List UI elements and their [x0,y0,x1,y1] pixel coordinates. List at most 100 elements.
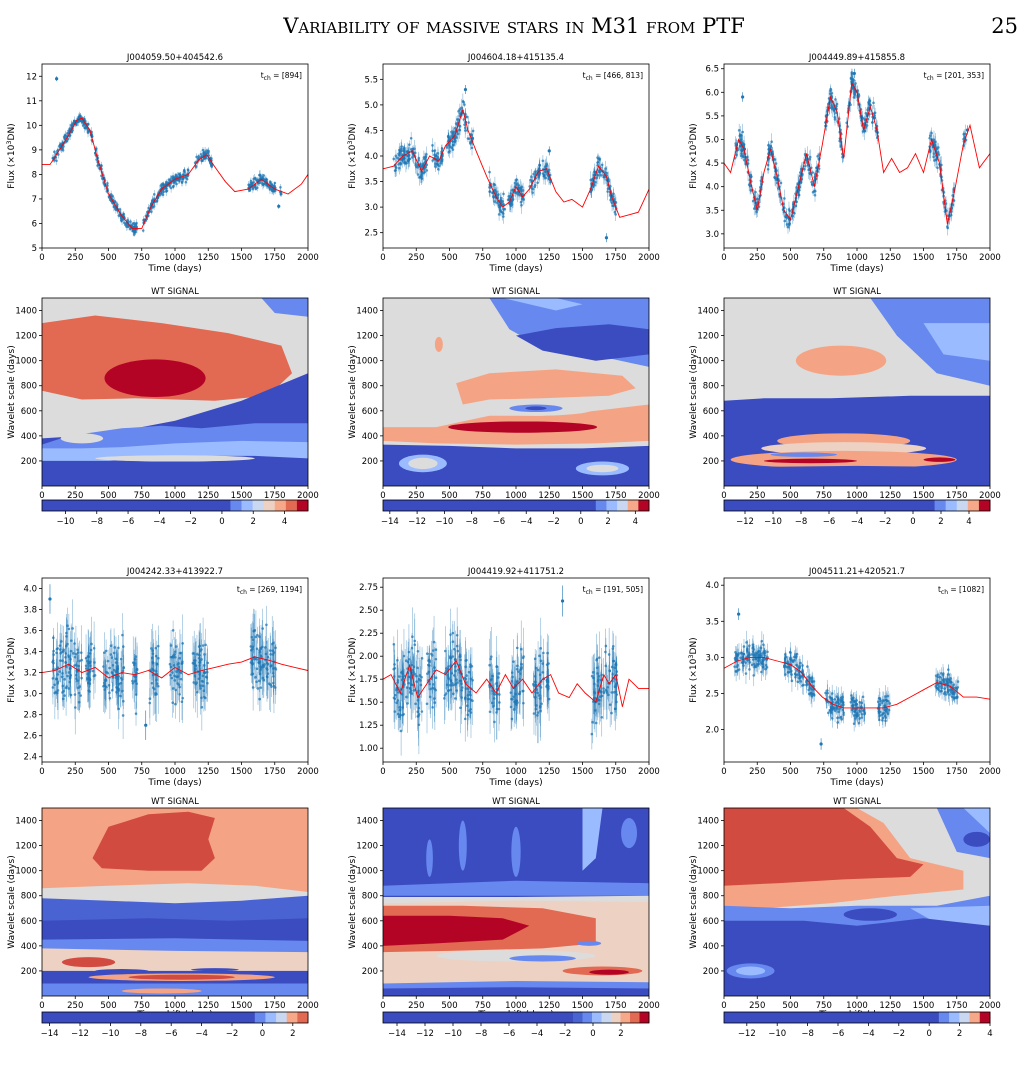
data-point [251,181,254,185]
data-point [470,664,474,668]
data-point [180,700,184,704]
y-tick-label: 4.5 [364,126,378,136]
data-point [93,674,97,677]
data-point [256,687,260,690]
plot-area [383,64,649,248]
data-point [451,655,455,658]
data-point [776,174,780,177]
data-point [811,171,815,174]
figure: 0 250 500 750 1000 1250 1500 1750 2000 5 6 7 8 9 10 11 1… [5,53,1001,1039]
data-point [60,675,64,679]
data-point [431,706,434,709]
data-point [493,188,497,192]
data-point [610,201,614,205]
data-point [850,71,854,74]
data-point [604,236,609,240]
data-point [180,661,184,665]
plot-area [42,64,308,248]
data-point [802,167,806,171]
data-point [749,189,753,192]
data-point [431,683,435,686]
data-point [453,697,457,700]
data-point [455,678,458,681]
data-point [178,656,182,660]
x-tick-label: 250 [67,767,83,777]
x-tick-label: 0 [380,253,385,263]
data-point [121,633,124,637]
data-point [397,675,401,678]
data-point [453,647,456,651]
y-tick-label: 4.0 [364,152,378,162]
data-point [471,699,474,703]
data-point [530,175,533,178]
data-point [88,652,92,655]
data-point [253,184,257,188]
data-point [514,183,518,187]
x-tick-label: 2000 [297,767,319,777]
y-tick-label: 10 [26,121,37,131]
data-point [463,697,467,700]
data-point [134,230,137,234]
y-tick-label: 1.50 [359,698,378,708]
x-tick-label: 1250 [197,253,219,263]
data-point [252,629,255,633]
x-axis-label: Time (days) [147,264,201,274]
data-point [117,646,120,650]
data-point [450,672,454,675]
y-tick-label: 6.0 [705,88,719,98]
data-point [434,154,438,158]
axes-frame [41,577,309,763]
data-point [755,210,758,214]
data-point [129,220,132,223]
y-tick-label: 1.00 [359,744,378,754]
y-tick-label: 12 [26,72,37,82]
y-tick-label: 4.5 [705,159,719,169]
data-point [400,678,404,682]
data-point [75,663,78,667]
data-point [866,117,870,121]
data-point [512,708,516,711]
x-tick-label: 1000 [164,767,186,777]
data-point [178,692,181,696]
data-point [462,118,466,121]
data-point [63,137,66,140]
data-point [179,677,183,681]
y-tick-label: 3.2 [23,669,37,679]
data-point [162,183,165,186]
data-point [410,156,414,159]
x-tick-label: 1750 [605,767,627,777]
y-tick-label: 1.75 [359,675,378,685]
data-point [262,174,266,177]
data-point [421,162,424,166]
y-tick-label: 7 [32,195,37,205]
data-point [852,71,856,76]
data-point [197,656,201,660]
y-tick-label: 5.5 [364,75,378,85]
data-point [403,146,406,150]
data-point [759,179,763,182]
data-point [198,664,201,667]
x-tick-label: 250 [749,253,765,263]
data-point [499,196,503,200]
y-tick-label: 2.4 [23,753,37,763]
y-tick-label: 3.6 [23,627,37,637]
data-point [803,152,807,156]
data-point [425,169,429,172]
data-point [416,649,420,653]
x-tick-label: 1750 [264,253,286,263]
data-point [471,679,474,682]
data-point [119,681,123,685]
data-point [264,178,268,181]
data-point [426,672,429,675]
data-point [279,185,282,189]
data-layer [42,76,308,237]
data-point [108,696,112,700]
data-point [91,669,95,673]
data-point [397,152,401,155]
data-point [458,124,461,128]
x-tick-label: 750 [475,767,491,777]
data-point [516,679,519,683]
data-point [156,663,159,666]
data-point [201,644,205,647]
data-point [262,678,266,682]
